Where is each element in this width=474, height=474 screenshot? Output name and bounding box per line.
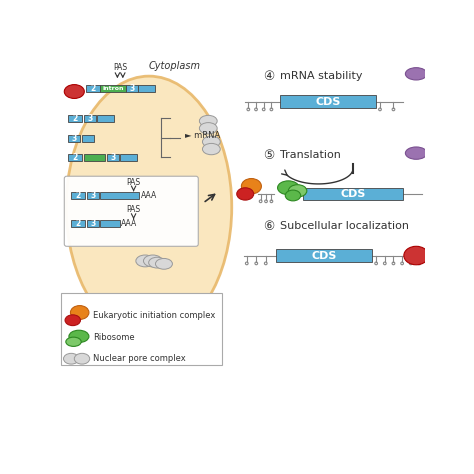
Text: AAA: AAA	[140, 191, 157, 200]
Ellipse shape	[65, 315, 81, 326]
Text: ► mRNA: ► mRNA	[185, 131, 220, 140]
Ellipse shape	[155, 258, 173, 269]
FancyBboxPatch shape	[276, 249, 372, 262]
Text: intron: intron	[102, 86, 124, 91]
Text: AAA: AAA	[121, 219, 137, 228]
FancyBboxPatch shape	[68, 135, 81, 142]
Ellipse shape	[64, 84, 84, 99]
FancyBboxPatch shape	[107, 154, 119, 161]
Ellipse shape	[149, 257, 165, 268]
Ellipse shape	[71, 306, 89, 319]
Ellipse shape	[74, 353, 90, 364]
Ellipse shape	[202, 144, 220, 155]
FancyBboxPatch shape	[86, 84, 100, 91]
Text: ⑤: ⑤	[264, 149, 275, 162]
Ellipse shape	[241, 179, 261, 194]
Text: 2: 2	[73, 153, 78, 162]
FancyBboxPatch shape	[68, 115, 82, 122]
Text: CDS: CDS	[340, 189, 366, 199]
Text: 2: 2	[73, 114, 78, 123]
Ellipse shape	[69, 330, 89, 343]
Text: 2: 2	[75, 191, 81, 201]
FancyBboxPatch shape	[87, 220, 99, 227]
Text: PAS: PAS	[113, 63, 128, 72]
Text: ⑥: ⑥	[264, 220, 275, 233]
FancyBboxPatch shape	[82, 135, 93, 142]
Text: CDS: CDS	[315, 97, 341, 107]
Ellipse shape	[405, 147, 427, 159]
FancyBboxPatch shape	[100, 220, 120, 227]
FancyBboxPatch shape	[87, 192, 99, 200]
FancyBboxPatch shape	[138, 84, 155, 91]
Text: mRNA stability: mRNA stability	[280, 71, 363, 81]
FancyBboxPatch shape	[303, 188, 403, 200]
Text: 2: 2	[90, 83, 95, 92]
Ellipse shape	[66, 337, 81, 346]
FancyBboxPatch shape	[83, 154, 105, 161]
Ellipse shape	[200, 123, 217, 134]
Ellipse shape	[144, 255, 162, 267]
FancyBboxPatch shape	[61, 292, 222, 365]
FancyBboxPatch shape	[83, 115, 96, 122]
Ellipse shape	[237, 188, 254, 200]
Text: Eukaryotic initiation complex: Eukaryotic initiation complex	[93, 311, 215, 320]
Text: Cytoplasm: Cytoplasm	[148, 61, 201, 71]
Ellipse shape	[136, 255, 155, 267]
Text: 3: 3	[90, 191, 95, 201]
Text: 3: 3	[110, 153, 116, 162]
FancyBboxPatch shape	[97, 115, 114, 122]
Text: 3: 3	[87, 114, 92, 123]
FancyBboxPatch shape	[100, 84, 126, 91]
Text: CDS: CDS	[311, 251, 337, 261]
Ellipse shape	[278, 181, 299, 195]
FancyBboxPatch shape	[68, 154, 82, 161]
Text: ④: ④	[264, 70, 275, 82]
Text: PAS: PAS	[127, 205, 141, 214]
Ellipse shape	[66, 76, 232, 338]
Ellipse shape	[404, 246, 428, 265]
Ellipse shape	[64, 353, 79, 364]
Text: Subcellular localization: Subcellular localization	[280, 221, 409, 231]
Text: 2: 2	[75, 219, 81, 228]
Ellipse shape	[202, 136, 220, 147]
Text: 3: 3	[72, 134, 77, 143]
FancyBboxPatch shape	[120, 154, 137, 161]
Text: Nuclear pore complex: Nuclear pore complex	[93, 354, 185, 363]
Ellipse shape	[288, 185, 307, 197]
FancyBboxPatch shape	[71, 220, 85, 227]
Text: 3: 3	[90, 219, 95, 228]
Text: PAS: PAS	[127, 178, 141, 187]
Ellipse shape	[200, 115, 217, 127]
Ellipse shape	[405, 68, 427, 80]
FancyBboxPatch shape	[71, 192, 85, 200]
Text: Translation: Translation	[280, 150, 341, 160]
FancyBboxPatch shape	[64, 176, 198, 246]
Ellipse shape	[285, 190, 301, 201]
FancyBboxPatch shape	[280, 95, 376, 108]
Text: Ribosome: Ribosome	[93, 333, 135, 342]
FancyBboxPatch shape	[126, 84, 138, 91]
Text: 3: 3	[129, 83, 135, 92]
FancyBboxPatch shape	[100, 192, 139, 200]
